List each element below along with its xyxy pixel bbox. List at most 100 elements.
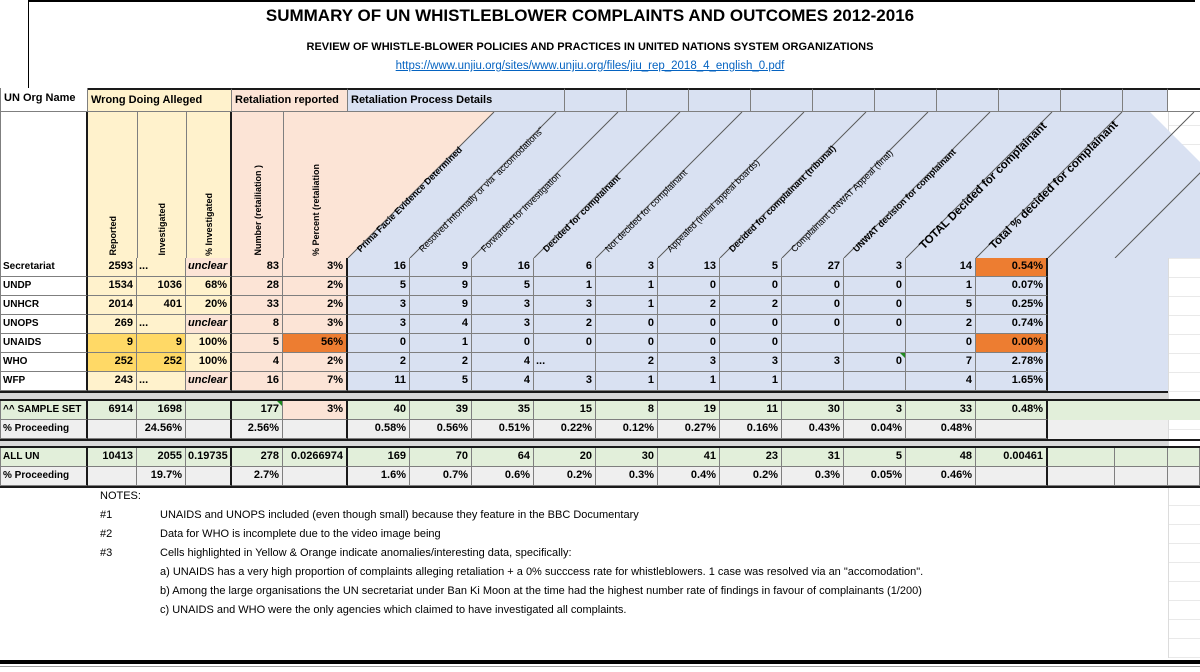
table-cell[interactable]: 0.00461 (976, 448, 1048, 467)
table-cell[interactable]: 3% (283, 258, 348, 277)
table-cell[interactable]: 0 (844, 315, 906, 334)
table-cell[interactable]: 252 (137, 353, 186, 372)
table-cell[interactable]: 5 (844, 448, 906, 467)
table-cell[interactable]: 33 (232, 296, 283, 315)
table-cell[interactable]: 0 (906, 334, 976, 353)
table-cell[interactable]: 3 (782, 353, 844, 372)
table-cell[interactable]: 30 (596, 448, 658, 467)
table-cell[interactable]: 16 (232, 372, 283, 391)
table-cell[interactable]: 177 (232, 401, 283, 420)
column-header-vertical[interactable]: % Investigated (186, 114, 232, 256)
table-cell[interactable]: 0 (844, 296, 906, 315)
table-cell[interactable]: ... (137, 315, 186, 334)
table-cell[interactable]: 0.4% (658, 467, 720, 486)
table-cell[interactable]: 1.6% (348, 467, 410, 486)
table-cell[interactable]: ^^ SAMPLE SET (0, 401, 88, 420)
group-header-empty-cell[interactable] (627, 88, 689, 112)
column-header-vertical[interactable]: Investigated (137, 114, 186, 256)
table-cell[interactable]: 0 (844, 353, 906, 372)
table-cell[interactable]: 56% (283, 334, 348, 353)
table-cell[interactable] (782, 334, 844, 353)
table-cell[interactable]: 2% (283, 296, 348, 315)
column-header-vertical[interactable]: Number (retailiation ) (232, 114, 283, 256)
table-cell[interactable]: 2 (410, 353, 472, 372)
table-cell[interactable]: UNHCR (0, 296, 88, 315)
table-cell[interactable]: 9 (88, 334, 137, 353)
table-cell[interactable] (186, 401, 232, 420)
table-cell[interactable] (976, 467, 1048, 486)
table-cell[interactable] (88, 467, 137, 486)
table-cell[interactable]: 11 (720, 401, 782, 420)
table-cell[interactable]: Secretariat (0, 258, 88, 277)
table-cell[interactable]: % Proceeding (0, 420, 88, 439)
table-cell[interactable]: 1 (534, 277, 596, 296)
table-cell[interactable]: 8 (596, 401, 658, 420)
table-cell[interactable]: 0.07% (976, 277, 1048, 296)
table-cell[interactable] (844, 372, 906, 391)
source-url-link[interactable]: https://www.unjiu.org/sites/www.unjiu.or… (395, 60, 785, 72)
table-cell[interactable]: 169 (348, 448, 410, 467)
table-cell[interactable]: 1 (410, 334, 472, 353)
table-cell[interactable]: 0.19735 (186, 448, 232, 467)
table-cell[interactable]: 3 (720, 353, 782, 372)
table-cell[interactable]: 2 (534, 315, 596, 334)
table-cell[interactable]: 48 (906, 448, 976, 467)
group-header-process[interactable]: Retaliation Process Details (348, 88, 565, 112)
table-cell[interactable]: 1036 (137, 277, 186, 296)
table-cell[interactable]: 3 (472, 296, 534, 315)
table-cell[interactable]: 0.51% (472, 420, 534, 439)
table-cell[interactable]: 1 (596, 372, 658, 391)
table-cell[interactable]: 16 (348, 258, 410, 277)
table-cell[interactable]: 0 (472, 334, 534, 353)
table-cell[interactable]: 20 (534, 448, 596, 467)
table-cell[interactable]: 3 (534, 372, 596, 391)
table-cell[interactable]: 2.7% (232, 467, 283, 486)
table-cell[interactable]: 83 (232, 258, 283, 277)
table-cell[interactable]: 0 (658, 277, 720, 296)
table-cell[interactable]: 0.46% (906, 467, 976, 486)
table-cell[interactable]: 35 (472, 401, 534, 420)
table-cell[interactable]: 9 (410, 296, 472, 315)
table-cell[interactable]: WFP (0, 372, 88, 391)
table-cell[interactable]: 2.78% (976, 353, 1048, 372)
group-header-org[interactable]: UN Org Name (0, 88, 88, 112)
table-cell[interactable]: 4 (472, 372, 534, 391)
table-cell[interactable]: 6914 (88, 401, 137, 420)
group-header-retaliation[interactable]: Retaliation reported (232, 88, 348, 112)
table-cell[interactable]: 0.58% (348, 420, 410, 439)
table-cell[interactable]: UNAIDS (0, 334, 88, 353)
table-cell[interactable]: 0.54% (976, 258, 1048, 277)
table-cell[interactable]: 27 (782, 258, 844, 277)
group-header-empty-cell[interactable] (565, 88, 627, 112)
table-cell[interactable]: 9 (410, 258, 472, 277)
table-cell[interactable]: 0.43% (782, 420, 844, 439)
table-cell[interactable] (88, 420, 137, 439)
table-cell[interactable]: 6 (534, 258, 596, 277)
table-cell[interactable]: 0.12% (596, 420, 658, 439)
table-cell[interactable]: 2 (348, 353, 410, 372)
table-cell[interactable]: 0 (596, 315, 658, 334)
table-cell[interactable]: 70 (410, 448, 472, 467)
table-cell[interactable]: 0 (782, 315, 844, 334)
table-cell[interactable]: 5 (906, 296, 976, 315)
table-cell[interactable]: 0.00% (976, 334, 1048, 353)
table-cell[interactable]: 0.74% (976, 315, 1048, 334)
table-cell[interactable] (283, 420, 348, 439)
table-cell[interactable]: 3 (844, 258, 906, 277)
table-cell[interactable]: 1534 (88, 277, 137, 296)
table-cell[interactable]: 269 (88, 315, 137, 334)
table-cell[interactable]: 0 (782, 296, 844, 315)
table-cell[interactable]: 2 (658, 296, 720, 315)
table-cell[interactable]: 2.56% (232, 420, 283, 439)
group-header-empty-cell[interactable] (1123, 88, 1168, 112)
table-cell[interactable]: 278 (232, 448, 283, 467)
column-header-vertical[interactable]: Reported (88, 114, 137, 256)
table-cell[interactable]: 11 (348, 372, 410, 391)
table-cell[interactable]: 16 (472, 258, 534, 277)
table-cell[interactable]: 0 (658, 334, 720, 353)
table-cell[interactable]: 1 (906, 277, 976, 296)
column-header-vertical[interactable]: % Percent (retaliation (283, 114, 348, 256)
table-cell[interactable]: 28 (232, 277, 283, 296)
table-cell[interactable] (283, 467, 348, 486)
group-header-empty-cell[interactable] (689, 88, 751, 112)
